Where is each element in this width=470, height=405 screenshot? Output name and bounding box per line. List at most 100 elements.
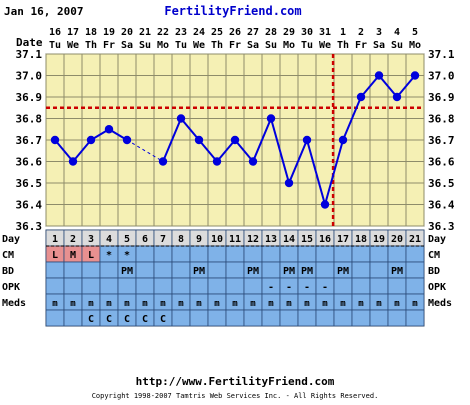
date-tick: 29 [283,27,295,38]
table-cell-opk [189,277,209,295]
weekday-tick: We [319,40,331,51]
date-tick: 30 [301,27,313,38]
table-cell-meds2 [369,309,389,327]
row-label-right-meds: Meds [428,298,452,309]
table-cell-bd [135,261,155,279]
date-tick: 16 [49,27,61,38]
table-cell-opk [207,277,227,295]
table-text-meds: m [232,299,238,309]
temp-point [212,157,222,166]
table-text-meds: m [124,299,130,309]
date-tick: 23 [175,27,187,38]
table-cell-opk [243,277,263,295]
temp-point [230,135,240,145]
table-cell-bd [99,261,119,279]
table-text-cm: * [124,250,130,261]
temp-point [50,135,60,145]
y-tick-right: 36.3 [428,220,455,233]
table-cell-cm [171,245,191,263]
table-cell-meds2 [261,309,281,327]
temp-point [374,71,384,80]
table-text-meds: m [340,299,346,309]
y-tick-right: 37.1 [428,48,455,61]
weekday-tick: Su [391,40,403,51]
table-cell-bd [351,261,371,279]
weekday-tick: Fr [103,40,115,51]
row-label-right-cm: CM [428,250,440,261]
table-text-meds2: C [88,314,94,325]
weekday-tick: We [193,40,205,51]
table-cell-bd [153,261,173,279]
weekday-tick: Th [337,40,349,51]
table-cell-opk [117,277,137,295]
table-text-cm: L [88,250,94,261]
weekday-tick: We [67,40,79,51]
temp-point [122,135,132,145]
table-cell-cm [405,245,425,263]
temp-point [302,135,312,145]
table-cell-cm [351,245,371,263]
y-tick-left: 37.1 [16,48,43,61]
table-text-meds: m [178,299,184,309]
date-tick: 17 [67,27,79,38]
table-text-meds: m [160,299,166,309]
date-tick: 20 [121,27,133,38]
y-tick-right: 36.9 [428,91,455,104]
series-line [72,139,92,163]
table-cell-cm [261,245,281,263]
row-label-right-bd: BD [428,266,440,277]
series-line [288,139,308,184]
table-text-bd: PM [193,266,205,277]
temp-point [248,157,258,166]
temp-point [320,200,330,209]
y-tick-left: 36.7 [16,134,43,147]
row-label-right-opk: OPK [428,282,446,293]
table-text-day: 10 [211,234,223,245]
date-tick: 19 [103,27,115,38]
date-tick: 4 [394,27,400,38]
y-tick-right: 36.6 [428,156,455,169]
weekday-tick: Mo [283,40,295,51]
table-text-cm: M [70,250,76,261]
table-cell-cm [225,245,245,263]
table-text-day: 9 [196,234,202,245]
row-label-left-opk: OPK [2,282,20,293]
table-cell-opk [153,277,173,295]
table-text-meds: m [286,299,292,309]
table-text-meds: m [214,299,220,309]
table-text-meds: m [250,299,256,309]
table-cell-meds2 [279,309,299,327]
y-tick-right: 36.8 [428,113,455,126]
weekday-tick: Tu [175,40,187,51]
series-line [270,118,290,184]
table-cell-opk [81,277,101,295]
table-cell-meds2 [297,309,317,327]
table-cell-cm [189,245,209,263]
table-text-day: 14 [283,234,295,245]
table-cell-cm [135,245,155,263]
site-title: FertilityFriend.com [164,4,301,18]
table-cell-opk [225,277,245,295]
weekday-tick: Su [265,40,277,51]
table-cell-meds2 [351,309,371,327]
date-tick: 24 [193,27,205,38]
table-cell-meds2 [405,309,425,327]
date-tick: 1 [340,27,346,38]
table-text-day: 3 [88,234,94,245]
table-text-bd: PM [391,266,403,277]
table-text-meds: m [52,299,58,309]
table-cell-opk [405,277,425,295]
table-cell-cm [369,245,389,263]
temp-point [158,157,168,166]
series-line [252,118,272,162]
y-tick-left: 36.6 [16,156,43,169]
table-text-day: 1 [52,234,58,245]
table-text-opk: - [268,282,274,293]
temp-point [392,92,402,102]
table-text-day: 4 [106,234,112,245]
temp-point [266,114,276,123]
table-text-day: 2 [70,234,76,245]
series-line [234,139,254,163]
table-cell-bd [225,261,245,279]
